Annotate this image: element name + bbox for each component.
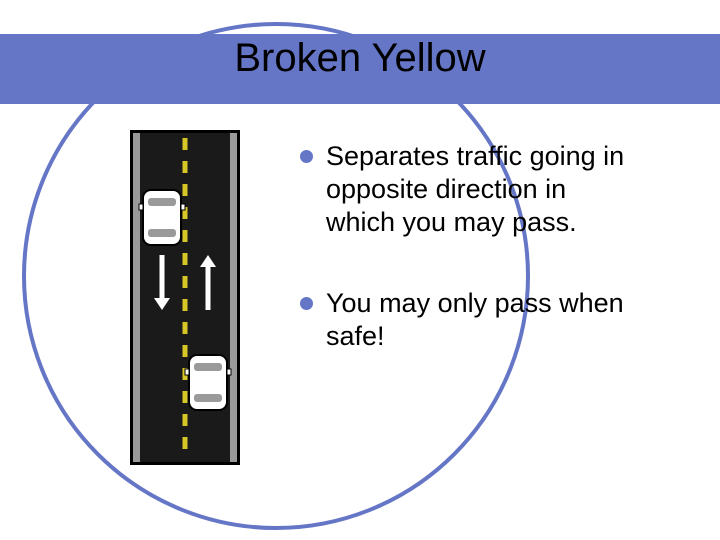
bullet-icon — [300, 150, 313, 163]
content-area: Separates traffic going in opposite dire… — [0, 120, 720, 520]
slide-title: Broken Yellow — [0, 36, 720, 81]
bullet-item: Separates traffic going in opposite dire… — [300, 140, 630, 239]
bullet-item: You may only pass when safe! — [300, 287, 630, 353]
bullet-text: You may only pass when safe! — [326, 288, 624, 351]
bullet-list: Separates traffic going in opposite dire… — [300, 140, 630, 401]
bullet-icon — [300, 297, 313, 310]
road-illustration — [130, 130, 240, 465]
slide: Broken Yellow Separates traffic going in… — [0, 0, 720, 540]
bullet-text: Separates traffic going in opposite dire… — [326, 141, 624, 237]
